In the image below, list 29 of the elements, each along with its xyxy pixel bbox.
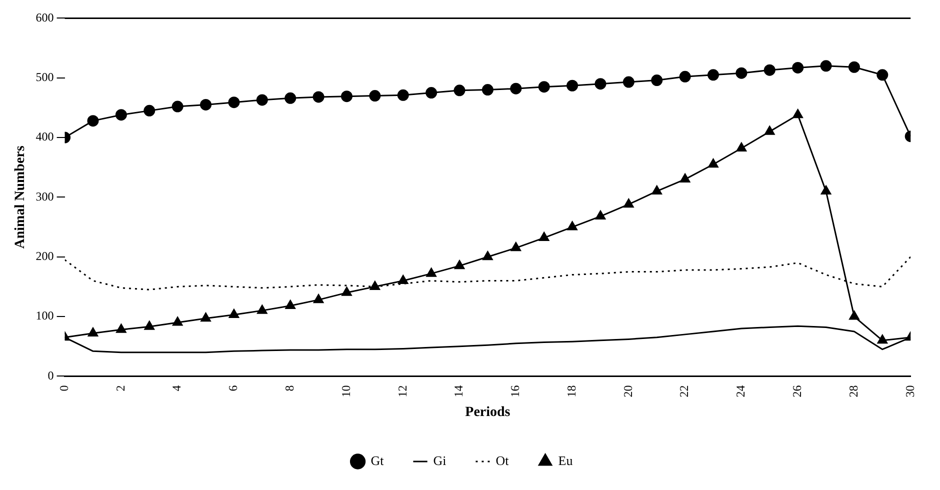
y-tick-label: 600 bbox=[36, 10, 54, 24]
x-axis-title: Periods bbox=[465, 405, 511, 420]
y-tick-label: 400 bbox=[36, 130, 54, 144]
x-tick-label: 6 bbox=[226, 385, 240, 392]
x-tick-label: 22 bbox=[677, 385, 692, 398]
x-tick-label: 24 bbox=[734, 385, 748, 398]
x-tick-label: 30 bbox=[902, 385, 917, 398]
x-tick-label: 16 bbox=[508, 385, 522, 398]
x-tick-label: 26 bbox=[790, 385, 804, 398]
legend-label: Gt bbox=[370, 452, 384, 468]
x-tick-label: 12 bbox=[395, 385, 410, 398]
legend-label: Gi bbox=[433, 452, 447, 468]
legend-label: Eu bbox=[558, 452, 574, 468]
y-tick-label: 0 bbox=[48, 368, 54, 382]
x-tick-label: 20 bbox=[620, 385, 635, 398]
y-tick-label: 300 bbox=[36, 189, 54, 204]
x-tick-label: 10 bbox=[338, 385, 353, 398]
x-tick-label: 18 bbox=[564, 385, 578, 398]
x-tick-label: 0 bbox=[56, 385, 71, 392]
x-tick-label: 14 bbox=[452, 385, 466, 398]
x-tick-label: 4 bbox=[170, 385, 184, 392]
y-tick-label: 200 bbox=[36, 249, 54, 264]
y-axis-title: Animal Numbers bbox=[13, 145, 28, 249]
legend-label: Ot bbox=[496, 452, 510, 468]
y-tick-label: 100 bbox=[36, 308, 54, 323]
x-tick-label: 2 bbox=[113, 385, 128, 392]
x-tick-label: 28 bbox=[846, 385, 860, 398]
x-tick-label: 8 bbox=[282, 385, 297, 392]
y-tick-label: 500 bbox=[36, 70, 54, 84]
